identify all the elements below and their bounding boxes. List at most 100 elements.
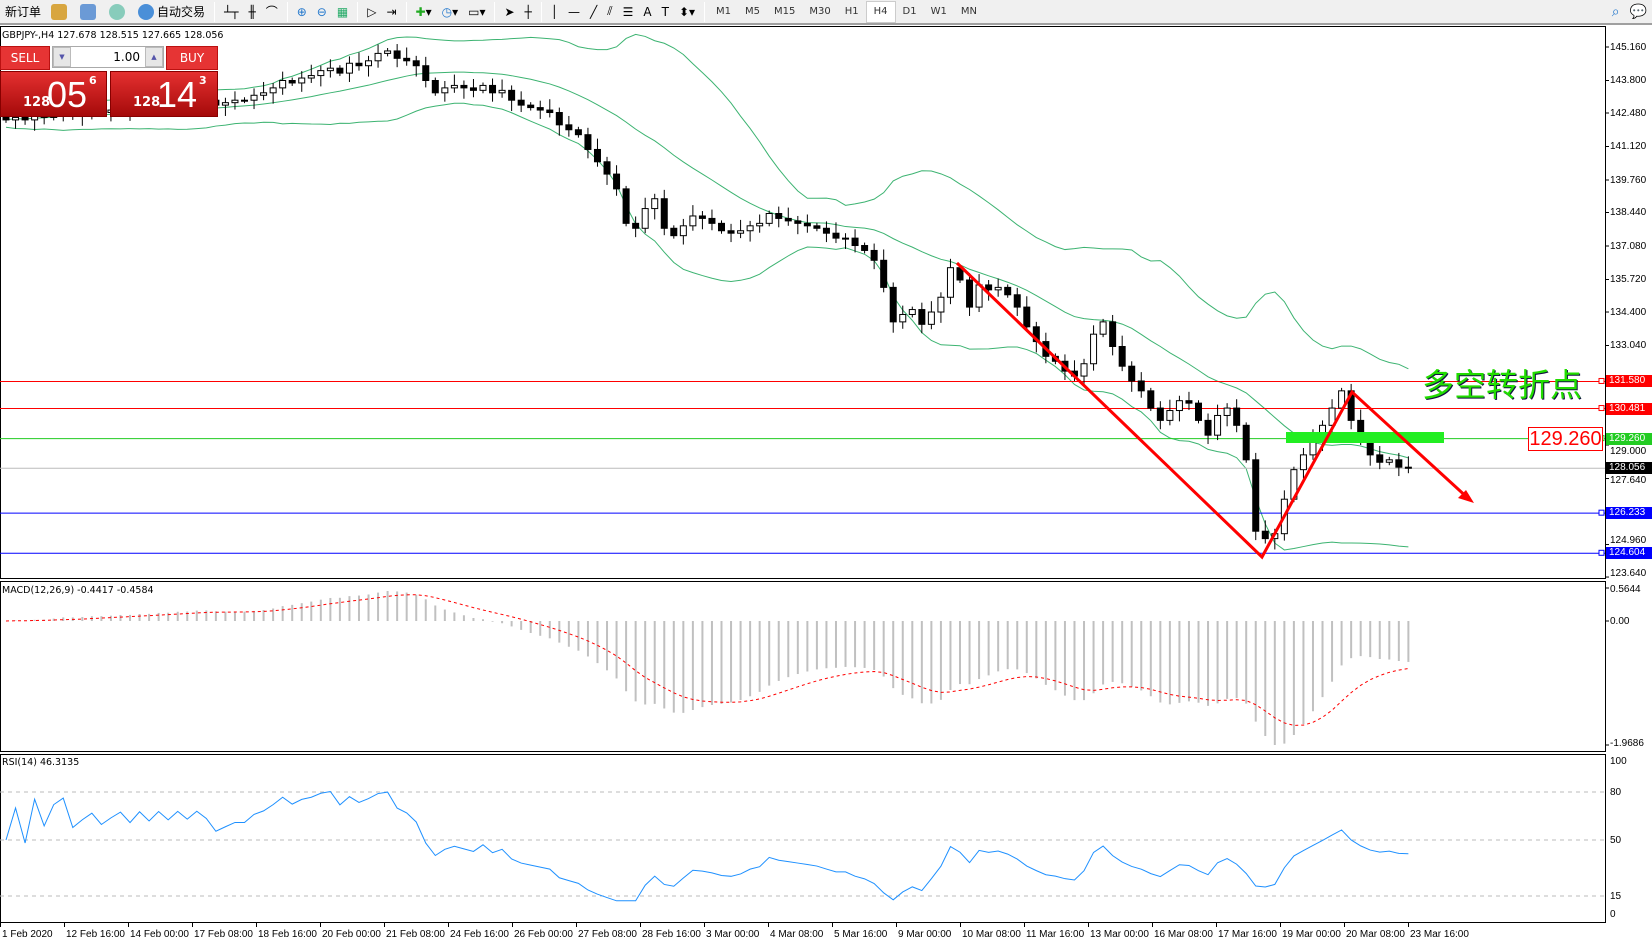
chart-shift-button[interactable]: ⇥ xyxy=(386,4,397,19)
candle-body xyxy=(1252,459,1260,532)
candle-body xyxy=(784,217,792,222)
candle-body xyxy=(737,230,745,234)
candle-body xyxy=(1404,466,1412,469)
level-handle xyxy=(1598,405,1605,412)
candle-body xyxy=(241,99,248,102)
candle-body xyxy=(832,232,840,239)
trendline-tool[interactable]: ╱ xyxy=(590,4,598,19)
cursor-tool[interactable]: ➤ xyxy=(499,1,519,23)
candle-body xyxy=(985,284,993,291)
template-icon: ▭ xyxy=(468,4,480,19)
lot-increase-button[interactable]: ▲ xyxy=(145,47,163,67)
time-axis-label: 9 Mar 00:00 xyxy=(898,929,952,940)
time-axis-label: 23 Mar 16:00 xyxy=(1410,929,1469,940)
bar-chart-button[interactable]: ┴┬ xyxy=(224,4,239,19)
candle-body xyxy=(1233,407,1241,426)
tile-icon: ▦ xyxy=(336,4,349,19)
periods-button[interactable]: ◷ ▾ xyxy=(441,4,459,19)
text-label-tool[interactable]: T xyxy=(661,4,669,19)
time-axis-label: 16 Mar 08:00 xyxy=(1154,929,1213,940)
horizontal-line-tool[interactable]: — xyxy=(568,4,581,19)
indicators-button[interactable]: ✚ ▾ xyxy=(415,4,432,19)
candle-body xyxy=(279,79,287,89)
candle-body xyxy=(1023,306,1031,328)
new-order-button[interactable]: 新订单 xyxy=(0,1,46,23)
timeframe-m15[interactable]: M15 xyxy=(774,6,796,17)
annotation-text[interactable]: 多空转折点 xyxy=(1422,366,1583,404)
level-handle xyxy=(1598,377,1605,384)
price-axis-label: 142.480 xyxy=(1610,107,1647,119)
level-handle xyxy=(1598,509,1605,516)
lot-size-value[interactable]: 1.00 xyxy=(113,50,140,64)
timeframe-h4[interactable]: H4 xyxy=(865,0,896,23)
templates-button[interactable]: ▭ ▾ xyxy=(468,4,486,19)
timeframe-m5[interactable]: M5 xyxy=(745,6,761,17)
timeframe-d1[interactable]: D1 xyxy=(902,6,917,17)
buy-button[interactable]: BUY xyxy=(166,46,218,70)
candle-body xyxy=(861,245,869,251)
candle-body xyxy=(622,188,630,224)
candle-body xyxy=(670,227,678,237)
candlestick-button[interactable]: ╫ xyxy=(248,4,256,19)
candle-body xyxy=(679,225,687,237)
candle-body xyxy=(1395,459,1403,468)
candle-body xyxy=(765,212,773,224)
time-axis-label: 5 Mar 16:00 xyxy=(834,929,888,940)
timeframe-w1[interactable]: W1 xyxy=(930,6,947,17)
candle-body xyxy=(803,222,811,227)
candle-body xyxy=(1156,407,1164,421)
candle-body xyxy=(1328,407,1336,426)
level-price-tag: 131.580 xyxy=(1606,375,1652,388)
candle-body xyxy=(1166,410,1174,421)
lot-size-field[interactable]: ▼ 1.00 ▲ xyxy=(52,46,164,68)
fibonacci-tool[interactable]: ☰ xyxy=(622,4,634,19)
crosshair-tool[interactable]: ┼ xyxy=(520,1,537,23)
chat-button[interactable]: 💬 xyxy=(1625,1,1652,23)
candle-body xyxy=(918,309,926,325)
candle-body xyxy=(555,112,563,126)
price-axis-label: 133.040 xyxy=(1610,340,1647,351)
auto-trading-button[interactable]: 自动交易 xyxy=(133,1,210,23)
timeframe-m1[interactable]: M1 xyxy=(716,6,732,17)
autoscroll-button[interactable]: ▷ xyxy=(367,4,377,19)
line-chart-button[interactable]: ⌒ xyxy=(265,5,278,19)
time-axis-label: 1 Feb 2020 xyxy=(2,929,53,940)
equidistant-channel-tool[interactable]: ⫽ xyxy=(607,4,613,18)
search-button[interactable]: ⌕ xyxy=(1607,1,1625,23)
price-axis-label: 134.400 xyxy=(1610,306,1647,318)
timeframe-h1[interactable]: H1 xyxy=(844,6,859,17)
time-axis-label: 13 Mar 00:00 xyxy=(1090,929,1149,940)
candle-body xyxy=(345,62,353,74)
sell-button[interactable]: SELL xyxy=(0,46,50,70)
lot-decrease-button[interactable]: ▼ xyxy=(53,47,71,67)
level-price-tag: 124.604 xyxy=(1606,547,1652,560)
signal-icon xyxy=(109,3,126,20)
vertical-line-tool[interactable]: │ xyxy=(550,4,559,19)
candle-body xyxy=(593,148,601,163)
text-tool[interactable]: A xyxy=(643,4,652,19)
timeframe-mn[interactable]: MN xyxy=(960,6,977,17)
candle-body xyxy=(660,198,668,229)
metaeditor-button[interactable] xyxy=(46,1,75,23)
time-axis-label: 14 Feb 00:00 xyxy=(130,929,189,940)
price-label-box[interactable]: 129.260 xyxy=(1528,427,1603,451)
signals-button[interactable] xyxy=(104,1,133,23)
timeframe-m30[interactable]: M30 xyxy=(809,6,831,17)
tile-windows-button[interactable]: ▦ xyxy=(332,1,353,23)
separator xyxy=(494,1,496,22)
candle-body xyxy=(1032,326,1040,343)
buy-price-button[interactable]: 128 14 3 xyxy=(110,71,218,117)
candle-body xyxy=(574,129,582,136)
chat-icon: 💬 xyxy=(1629,3,1647,20)
arrows-tool[interactable]: ⬍▾ xyxy=(678,4,696,19)
current-price-tag: 128.056 xyxy=(1606,462,1652,475)
candle-body xyxy=(1185,400,1193,404)
zoom-in-button[interactable]: ⊕ xyxy=(292,1,312,23)
time-axis-label: 24 Feb 16:00 xyxy=(450,929,509,940)
sell-price-button[interactable]: 128 05 6 xyxy=(0,71,107,117)
zoom-out-button[interactable]: ⊖ xyxy=(312,1,332,23)
navigator-button[interactable] xyxy=(75,1,104,23)
candle-body xyxy=(546,109,554,114)
macd-label: MACD(12,26,9) -0.4417 -0.4584 xyxy=(2,585,154,596)
